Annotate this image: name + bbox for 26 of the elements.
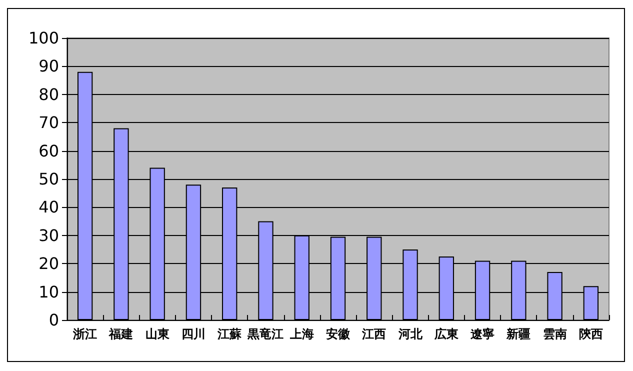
x-tick-label: 河北 xyxy=(397,327,424,341)
y-tick-label: 80 xyxy=(38,84,59,104)
x-tick-label: 江蘇 xyxy=(216,327,243,341)
y-tick-label: 0 xyxy=(48,310,59,330)
x-tick-label: 上海 xyxy=(288,327,314,341)
x-tick-label: 雲南 xyxy=(542,327,567,341)
x-tick-label: 広東 xyxy=(433,327,460,341)
x-tick-label: 江西 xyxy=(361,327,386,341)
x-tick-label: 福建 xyxy=(108,327,134,341)
x-tick-label: 四川 xyxy=(181,327,206,341)
x-tick-label: 安徽 xyxy=(326,327,351,341)
y-tick-label: 100 xyxy=(28,28,59,48)
y-tick-label: 10 xyxy=(38,282,59,302)
y-tick-label: 40 xyxy=(38,198,59,217)
y-tick-label: 20 xyxy=(38,254,59,274)
y-tick-label: 90 xyxy=(38,56,59,76)
y-tick-label: 60 xyxy=(38,141,59,160)
x-tick-label: 山東 xyxy=(145,327,170,341)
x-tick-label: 黒竜江 xyxy=(246,327,284,341)
x-tick-label: 陝西 xyxy=(578,327,603,341)
x-tick-label: 遼寧 xyxy=(470,327,495,341)
y-tick-label: 30 xyxy=(38,226,59,245)
y-tick-label: 50 xyxy=(38,170,59,188)
x-tick-label: 新疆 xyxy=(506,327,531,341)
y-tick-label: 70 xyxy=(38,113,59,132)
x-tick-label: 浙江 xyxy=(72,327,98,341)
